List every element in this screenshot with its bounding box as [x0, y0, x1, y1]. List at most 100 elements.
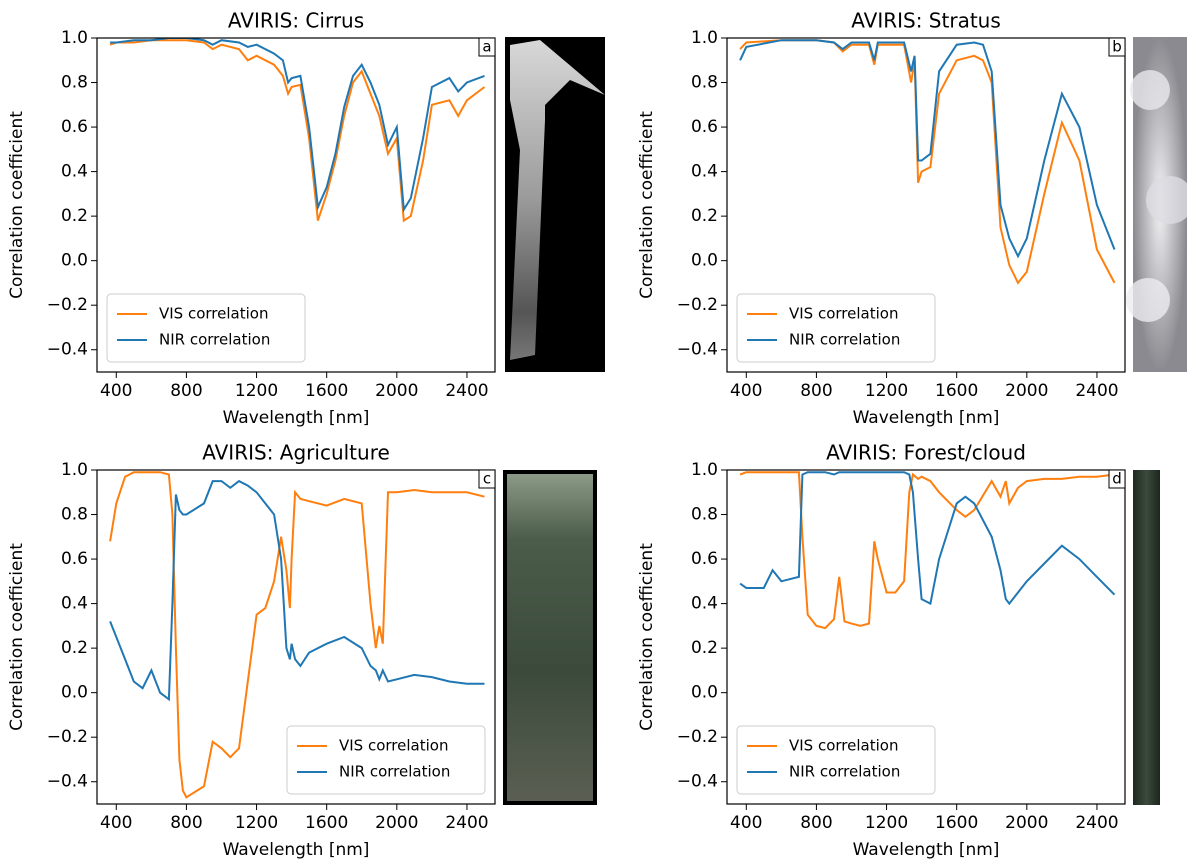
x-axis-label: Wavelength [nm] [223, 408, 370, 428]
x-tick-label: 400 [730, 381, 762, 401]
cloud-patch [1126, 278, 1170, 322]
legend-label: VIS correlation [339, 737, 448, 755]
y-axis-label: Correlation coefficient [7, 111, 27, 299]
y-tick-label: 0.8 [61, 73, 88, 93]
x-tick-label: 2000 [1005, 381, 1048, 401]
x-tick-label: 1200 [865, 813, 908, 833]
data-line [739, 39, 1116, 259]
data-line [109, 479, 485, 702]
y-axis-label: Correlation coefficient [637, 111, 657, 299]
x-tick-label: 2400 [445, 813, 488, 833]
y-tick-label: −0.4 [47, 340, 88, 360]
axes-frame [96, 37, 496, 373]
data-line [109, 39, 486, 223]
x-tick-label: 1600 [935, 813, 978, 833]
panel-label: d [1112, 470, 1122, 488]
x-tick-label: 2400 [1075, 813, 1118, 833]
y-tick-label: 0.8 [61, 505, 88, 525]
data-line [110, 38, 485, 213]
panel-title: AVIRIS: Cirrus [228, 9, 364, 33]
panel: AVIRIS: Stratus Wavelength [nm] Correlatio… [637, 9, 1126, 428]
panel-label: b [1112, 38, 1122, 56]
legend-label: VIS correlation [789, 305, 898, 323]
y-tick-label: 0.0 [61, 683, 88, 703]
x-tick-label: 2000 [1005, 813, 1048, 833]
y-tick-label: −0.2 [47, 295, 88, 315]
y-tick-label: −0.4 [677, 772, 718, 792]
panel-label-box [1108, 469, 1126, 489]
x-tick-label: 1200 [235, 813, 278, 833]
y-tick-label: −0.2 [47, 727, 88, 747]
x-tick-label: 2400 [445, 381, 488, 401]
legend-label: NIR correlation [339, 763, 450, 781]
legend-label: NIR correlation [159, 331, 270, 349]
data-line [739, 471, 1116, 606]
y-tick-label: 0.4 [61, 162, 88, 182]
image-cirrus [505, 37, 605, 372]
x-tick-label: 1200 [235, 381, 278, 401]
panel-label-box [1108, 37, 1126, 57]
y-tick-label: 0.8 [691, 505, 718, 525]
y-axis-label: Correlation coefficient [7, 543, 27, 731]
y-tick-label: −0.4 [677, 340, 718, 360]
x-tick-label: 800 [170, 813, 202, 833]
x-tick-label: 1200 [865, 381, 908, 401]
y-tick-label: 0.2 [691, 206, 718, 226]
legend-label: NIR correlation [789, 331, 900, 349]
data-line [739, 471, 1115, 630]
y-tick-label: 0.4 [691, 594, 718, 614]
image-forest [1133, 470, 1160, 805]
x-tick-label: 800 [800, 381, 832, 401]
panel-label: c [483, 470, 491, 488]
cloud-patch [1146, 176, 1187, 224]
y-tick-label: 0.6 [61, 549, 88, 569]
x-tick-label: 1600 [935, 381, 978, 401]
image-stratus [1126, 37, 1187, 372]
axes-frame [726, 37, 1126, 373]
data-line [739, 39, 1116, 285]
panel-title: AVIRIS: Stratus [851, 9, 1001, 33]
y-tick-label: 0.0 [691, 683, 718, 703]
panel-label: a [482, 38, 491, 56]
image-swath [510, 40, 605, 360]
y-tick-label: 0.2 [691, 638, 718, 658]
legend-box [736, 293, 936, 363]
panel-title: AVIRIS: Agriculture [202, 441, 390, 465]
x-tick-label: 800 [170, 381, 202, 401]
axes-frame [726, 469, 1126, 805]
panel-title: AVIRIS: Forest/cloud [826, 441, 1026, 465]
image-swath [507, 474, 593, 801]
y-tick-label: 0.0 [61, 251, 88, 271]
panel: AVIRIS: Agriculture Wavelength [nm] Correl… [7, 441, 496, 860]
x-tick-label: 2400 [1075, 381, 1118, 401]
x-tick-label: 2000 [375, 381, 418, 401]
panel-label-box [478, 37, 496, 57]
y-tick-label: 0.6 [691, 549, 718, 569]
data-line [109, 471, 485, 799]
y-tick-label: −0.2 [677, 727, 718, 747]
image-swath [1133, 470, 1160, 805]
x-tick-label: 2000 [375, 813, 418, 833]
x-axis-label: Wavelength [nm] [853, 840, 1000, 860]
panel: AVIRIS: Cirrus Wavelength [nm] Correlation… [7, 9, 496, 428]
y-tick-label: 1.0 [691, 28, 718, 48]
x-tick-label: 800 [800, 813, 832, 833]
y-tick-label: 1.0 [61, 460, 88, 480]
panel-label-box [478, 469, 496, 489]
y-tick-label: 1.0 [691, 460, 718, 480]
legend-label: VIS correlation [789, 737, 898, 755]
axes-frame [96, 469, 496, 805]
y-tick-label: 0.4 [61, 594, 88, 614]
cloud-patch [1130, 70, 1170, 110]
legend-label: NIR correlation [789, 763, 900, 781]
y-tick-label: −0.2 [677, 295, 718, 315]
x-axis-label: Wavelength [nm] [223, 840, 370, 860]
x-tick-label: 400 [100, 813, 132, 833]
x-tick-label: 1600 [305, 381, 348, 401]
y-tick-label: 1.0 [61, 28, 88, 48]
legend-box [286, 725, 486, 795]
panel: AVIRIS: Forest/cloud Wavelength [nm] Corre… [637, 441, 1126, 860]
y-tick-label: 0.8 [691, 73, 718, 93]
y-tick-label: 0.2 [61, 638, 88, 658]
